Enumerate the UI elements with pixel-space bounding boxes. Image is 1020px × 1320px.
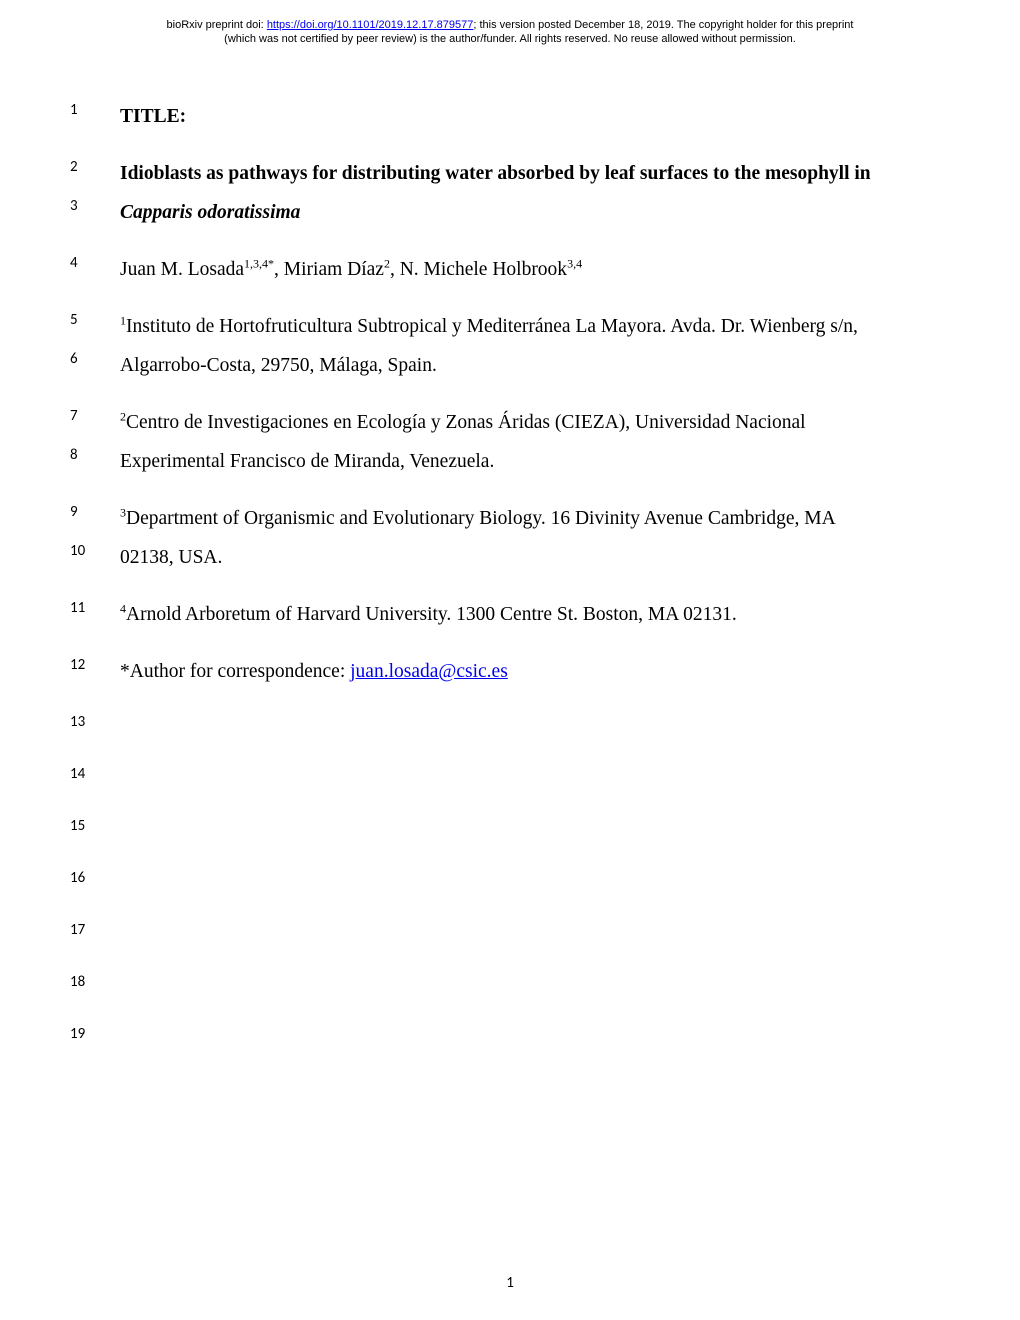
line-number: 19 (70, 1021, 120, 1043)
author-sep: , (274, 259, 284, 280)
section-heading-title: TITLE: (120, 97, 900, 136)
empty-line (120, 865, 900, 903)
preprint-text-prefix: bioRxiv preprint doi: (167, 19, 267, 31)
line-number: 5 (70, 307, 120, 329)
preprint-doi-link[interactable]: https://doi.org/10.1101/2019.12.17.87957… (267, 19, 474, 31)
affil-1-line-1: 1Instituto de Hortofruticultura Subtropi… (120, 307, 900, 346)
page-number: 1 (0, 1274, 1020, 1292)
line-row: 8 Experimental Francisco de Miranda, Ven… (70, 442, 900, 481)
line-row: 12 *Author for correspondence: juan.losa… (70, 652, 900, 691)
preprint-header: bioRxiv preprint doi: https://doi.org/10… (0, 0, 1020, 47)
author-1: Juan M. Losada (120, 259, 244, 280)
correspondence-line: *Author for correspondence: juan.losada@… (120, 652, 900, 691)
affil-4-line-1: 4Arnold Arboretum of Harvard University.… (120, 595, 900, 634)
line-number: 18 (70, 969, 120, 991)
line-number: 7 (70, 403, 120, 425)
author-sep: , (390, 259, 400, 280)
line-row: 15 (70, 813, 900, 851)
affil-1-line-2: Algarrobo-Costa, 29750, Málaga, Spain. (120, 346, 900, 385)
affil-text: Instituto de Hortofruticultura Subtropic… (126, 316, 858, 337)
line-number: 17 (70, 917, 120, 939)
line-row: 5 1Instituto de Hortofruticultura Subtro… (70, 307, 900, 346)
line-row: 18 (70, 969, 900, 1007)
line-number: 9 (70, 499, 120, 521)
line-number: 10 (70, 538, 120, 560)
author-2: Miriam Díaz (284, 259, 384, 280)
title-line-2-species: Capparis odoratissima (120, 193, 900, 232)
line-number: 11 (70, 595, 120, 617)
line-number: 16 (70, 865, 120, 887)
line-number: 12 (70, 652, 120, 674)
author-3-affil-sup: 3,4 (567, 256, 582, 270)
line-row: 3 Capparis odoratissima (70, 193, 900, 232)
authors-line: Juan M. Losada1,3,4*, Miriam Díaz2, N. M… (120, 250, 900, 289)
line-row: 2 Idioblasts as pathways for distributin… (70, 154, 900, 193)
line-row: 11 4Arnold Arboretum of Harvard Universi… (70, 595, 900, 634)
title-line-1: Idioblasts as pathways for distributing … (120, 154, 900, 193)
empty-line (120, 969, 900, 1007)
author-1-affil-sup: 1,3,4* (244, 256, 274, 270)
affil-text: Arnold Arboretum of Harvard University. … (126, 604, 737, 625)
line-row: 19 (70, 1021, 900, 1059)
line-number: 14 (70, 761, 120, 783)
line-number: 2 (70, 154, 120, 176)
line-row: 14 (70, 761, 900, 799)
affil-2-line-1: 2Centro de Investigaciones en Ecología y… (120, 403, 900, 442)
line-number: 8 (70, 442, 120, 464)
line-row: 16 (70, 865, 900, 903)
line-row: 9 3Department of Organismic and Evolutio… (70, 499, 900, 538)
affil-text: Centro de Investigaciones en Ecología y … (126, 412, 806, 433)
empty-line (120, 709, 900, 747)
line-row: 13 (70, 709, 900, 747)
line-row: 17 (70, 917, 900, 955)
line-row: 1 TITLE: (70, 97, 900, 136)
preprint-text-line2: (which was not certified by peer review)… (224, 33, 796, 45)
line-row: 7 2Centro de Investigaciones en Ecología… (70, 403, 900, 442)
line-number: 1 (70, 97, 120, 119)
line-number: 3 (70, 193, 120, 215)
line-row: 10 02138, USA. (70, 538, 900, 577)
affil-2-line-2: Experimental Francisco de Miranda, Venez… (120, 442, 900, 481)
line-row: 4 Juan M. Losada1,3,4*, Miriam Díaz2, N.… (70, 250, 900, 289)
line-number: 13 (70, 709, 120, 731)
affil-3-line-1: 3Department of Organismic and Evolutiona… (120, 499, 900, 538)
line-row: 6 Algarrobo-Costa, 29750, Málaga, Spain. (70, 346, 900, 385)
preprint-text-suffix: ; this version posted December 18, 2019.… (473, 19, 853, 31)
correspondence-email-link[interactable]: juan.losada@csic.es (350, 661, 508, 682)
affil-3-line-2: 02138, USA. (120, 538, 900, 577)
empty-line (120, 761, 900, 799)
affil-text: Department of Organismic and Evolutionar… (126, 508, 836, 529)
empty-line (120, 1021, 900, 1059)
empty-line (120, 813, 900, 851)
author-3: N. Michele Holbrook (400, 259, 567, 280)
empty-line (120, 917, 900, 955)
line-number: 6 (70, 346, 120, 368)
line-number: 4 (70, 250, 120, 272)
correspondence-prefix: *Author for correspondence: (120, 661, 350, 682)
manuscript-content: 1 TITLE: 2 Idioblasts as pathways for di… (0, 47, 1020, 1059)
line-number: 15 (70, 813, 120, 835)
